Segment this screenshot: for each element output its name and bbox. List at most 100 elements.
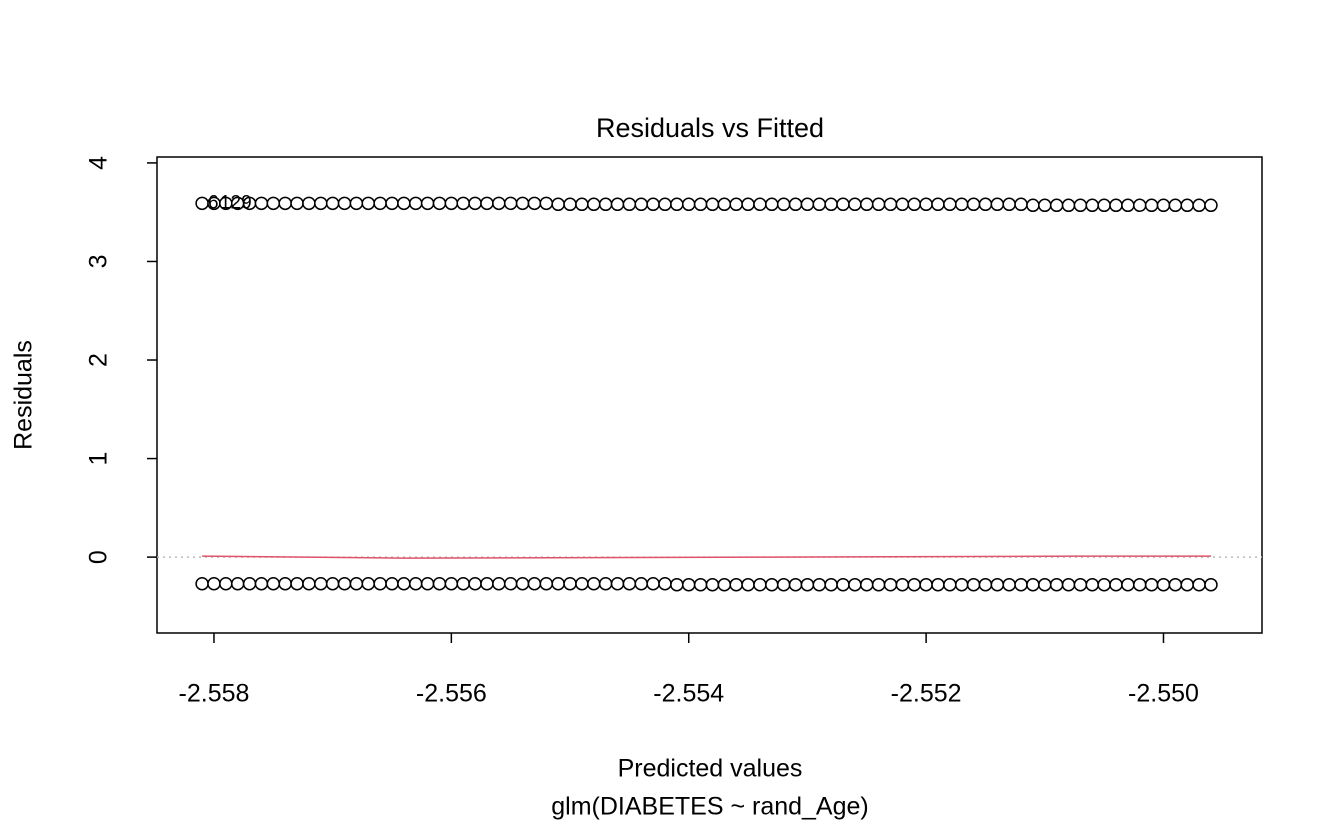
point <box>515 196 530 211</box>
point <box>978 577 993 592</box>
point <box>515 576 530 591</box>
point <box>349 196 364 211</box>
point <box>836 197 850 212</box>
point <box>646 197 660 212</box>
point <box>836 577 850 592</box>
point <box>931 577 945 592</box>
point <box>610 197 625 212</box>
y-tick-label: 1 <box>85 452 113 466</box>
point <box>610 576 625 591</box>
point <box>587 197 601 212</box>
point <box>468 196 482 211</box>
point <box>266 576 281 591</box>
point <box>551 576 565 591</box>
point <box>705 197 720 212</box>
point <box>1085 198 1100 213</box>
point <box>325 576 340 591</box>
point <box>717 577 732 592</box>
point <box>1180 198 1194 213</box>
point <box>848 577 862 592</box>
point <box>1038 577 1052 592</box>
point <box>361 196 376 211</box>
point <box>361 576 376 591</box>
point <box>634 197 649 212</box>
point <box>1109 198 1123 213</box>
point <box>954 577 969 592</box>
point <box>468 576 482 591</box>
point <box>670 197 684 212</box>
point <box>765 577 779 592</box>
point <box>693 577 708 592</box>
point <box>408 196 423 211</box>
point <box>883 197 898 212</box>
point <box>598 197 613 212</box>
point <box>230 576 245 591</box>
point <box>1085 577 1100 592</box>
point <box>254 576 269 591</box>
point <box>954 197 969 212</box>
point <box>919 197 933 212</box>
point <box>1121 198 1135 213</box>
point <box>753 197 767 212</box>
point <box>681 197 696 212</box>
point <box>563 576 577 591</box>
point <box>1073 198 1088 213</box>
y-tick-label: 4 <box>85 156 113 170</box>
point <box>824 577 838 592</box>
point <box>1026 577 1040 592</box>
point <box>551 197 565 212</box>
y-tick-label: 3 <box>85 255 113 269</box>
point <box>788 197 803 212</box>
point <box>444 196 459 211</box>
point <box>1014 577 1028 592</box>
point <box>480 196 494 211</box>
point <box>242 576 257 591</box>
point <box>420 576 435 591</box>
point <box>385 576 399 591</box>
point <box>587 576 601 591</box>
point <box>456 576 470 591</box>
point <box>527 196 542 211</box>
point-label: 129 <box>220 192 252 213</box>
point <box>456 196 470 211</box>
point <box>943 197 957 212</box>
point <box>895 197 910 212</box>
point <box>860 197 874 212</box>
point <box>492 196 506 211</box>
point <box>1061 198 1076 213</box>
point <box>337 576 352 591</box>
point <box>207 576 221 591</box>
x-tick-label: -2.558 <box>179 680 250 708</box>
point <box>1121 577 1135 592</box>
y-tick-label: 2 <box>85 353 113 367</box>
point <box>670 577 684 592</box>
x-tick-label: -2.556 <box>416 680 487 708</box>
point <box>1002 197 1016 212</box>
point <box>278 196 292 211</box>
x-tick-label: -2.550 <box>1128 680 1199 708</box>
point <box>943 577 957 592</box>
point <box>397 576 411 591</box>
point <box>1014 197 1028 212</box>
point <box>812 197 827 212</box>
x-tick-label: -2.554 <box>653 680 724 708</box>
point <box>1144 198 1159 213</box>
point-label: 6 <box>208 192 219 213</box>
point <box>860 577 874 592</box>
point <box>812 577 827 592</box>
point <box>729 197 743 212</box>
point <box>397 196 411 211</box>
y-axis-label: Residuals <box>10 340 38 450</box>
point <box>776 197 791 212</box>
point <box>1049 577 1064 592</box>
point <box>1168 198 1183 213</box>
point <box>765 197 779 212</box>
plot-frame <box>156 156 1263 634</box>
point <box>385 196 399 211</box>
point <box>1180 577 1194 592</box>
point <box>907 577 921 592</box>
point <box>658 576 672 591</box>
point <box>1156 577 1171 592</box>
point <box>907 197 921 212</box>
